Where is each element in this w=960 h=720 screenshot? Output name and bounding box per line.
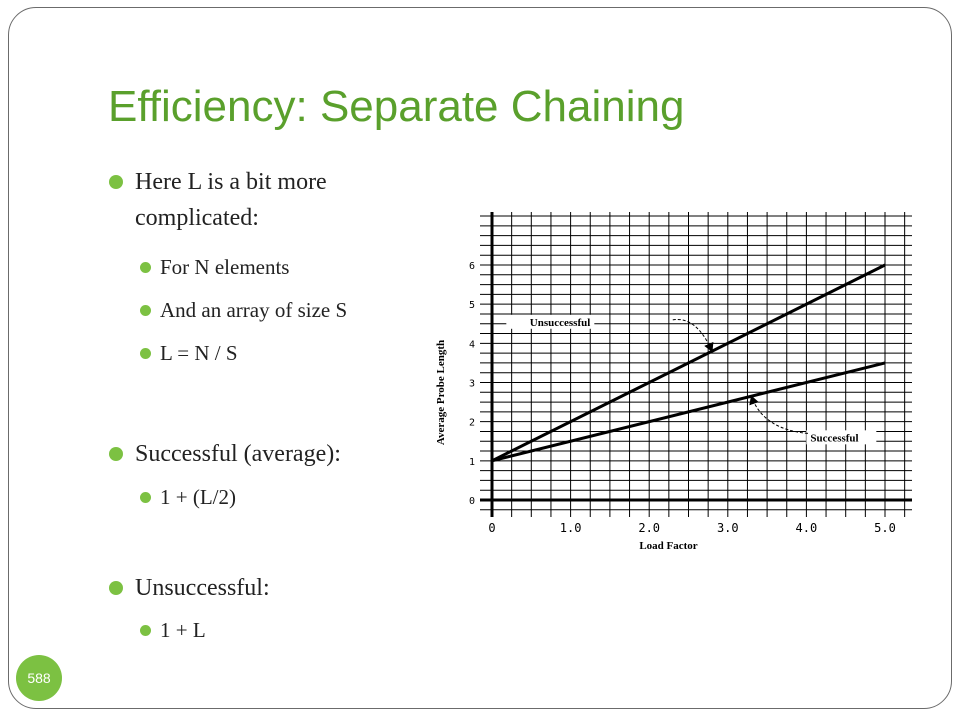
annotation-background <box>806 430 877 445</box>
sub-bullet-array-size: And an array of size S <box>139 295 348 325</box>
annotation-label-unsuccessful: Unsuccessful <box>530 317 591 329</box>
x-tick-label: 3.0 <box>717 521 739 535</box>
chart-annotations: Unsuccessful Successful <box>506 314 877 445</box>
page-number-badge: 588 <box>16 655 62 701</box>
probe-length-chart: Unsuccessful Successful 0 1 2 3 4 5 6 0 1.0 2.0 3.0… <box>435 212 912 552</box>
bullet-complicated: Here L is a bit more complicated: <box>109 164 405 236</box>
y-tick-label: 4 <box>469 339 475 350</box>
x-tick-label: 5.0 <box>874 521 896 535</box>
sub-bullet-successful-formula-text: 1 + (L/2) <box>160 485 236 509</box>
y-tick-label: 3 <box>469 379 475 390</box>
slide-frame <box>8 7 952 709</box>
y-axis-label: Average Probe Length <box>435 340 447 445</box>
series-successful-line <box>491 361 886 463</box>
bullet-complicated-text: Here L is a bit more complicated: <box>135 169 327 231</box>
x-axis-label: Load Factor <box>639 540 697 552</box>
y-tick-label: 5 <box>469 300 475 311</box>
chart-series <box>491 263 886 463</box>
annotation-arrow-successful <box>749 395 809 434</box>
chart-grid <box>480 212 912 517</box>
bullet-unsuccessful-text: Unsuccessful: <box>135 575 270 601</box>
series-unsuccessful-line <box>491 263 886 463</box>
sub-bullet-unsuccessful-formula-text: 1 + L <box>160 618 206 642</box>
chart-labels: 0 1 2 3 4 5 6 0 1.0 2.0 3.0 4.0 5.0 Load Factor Averag… <box>435 261 896 552</box>
sub-bullet-load-formula: L = N / S <box>140 338 238 368</box>
x-tick-label: 4.0 <box>796 521 818 535</box>
bullet-successful-text: Successful (average): <box>135 441 341 467</box>
y-tick-label: 1 <box>469 457 475 468</box>
x-tick-label: 2.0 <box>638 521 660 535</box>
y-tick-label: 0 <box>469 496 475 507</box>
sub-bullet-successful-formula: 1 + (L/2) <box>140 482 236 512</box>
sub-bullet-unsuccessful-formula: 1 + L <box>140 615 206 645</box>
bullet-successful: Successful (average): <box>109 436 341 472</box>
sub-bullet-n-elements-text: For N elements <box>160 255 290 279</box>
y-tick-label: 2 <box>469 418 475 429</box>
annotation-background <box>506 314 595 329</box>
sub-bullet-load-formula-text: L = N / S <box>160 341 238 365</box>
y-tick-label: 6 <box>469 261 475 272</box>
page-number: 588 <box>27 670 51 686</box>
sub-bullet-array-size-text: And an array of size S <box>160 298 348 322</box>
bullet-unsuccessful: Unsuccessful: <box>109 570 270 606</box>
annotation-label-successful: Successful <box>810 432 858 444</box>
x-tick-label: 0 <box>488 521 495 535</box>
x-tick-label: 1.0 <box>560 521 582 535</box>
sub-bullet-n-elements: For N elements <box>139 252 290 282</box>
chart-axes <box>480 212 912 517</box>
slide-title: Efficiency: Separate Chaining <box>108 82 685 131</box>
